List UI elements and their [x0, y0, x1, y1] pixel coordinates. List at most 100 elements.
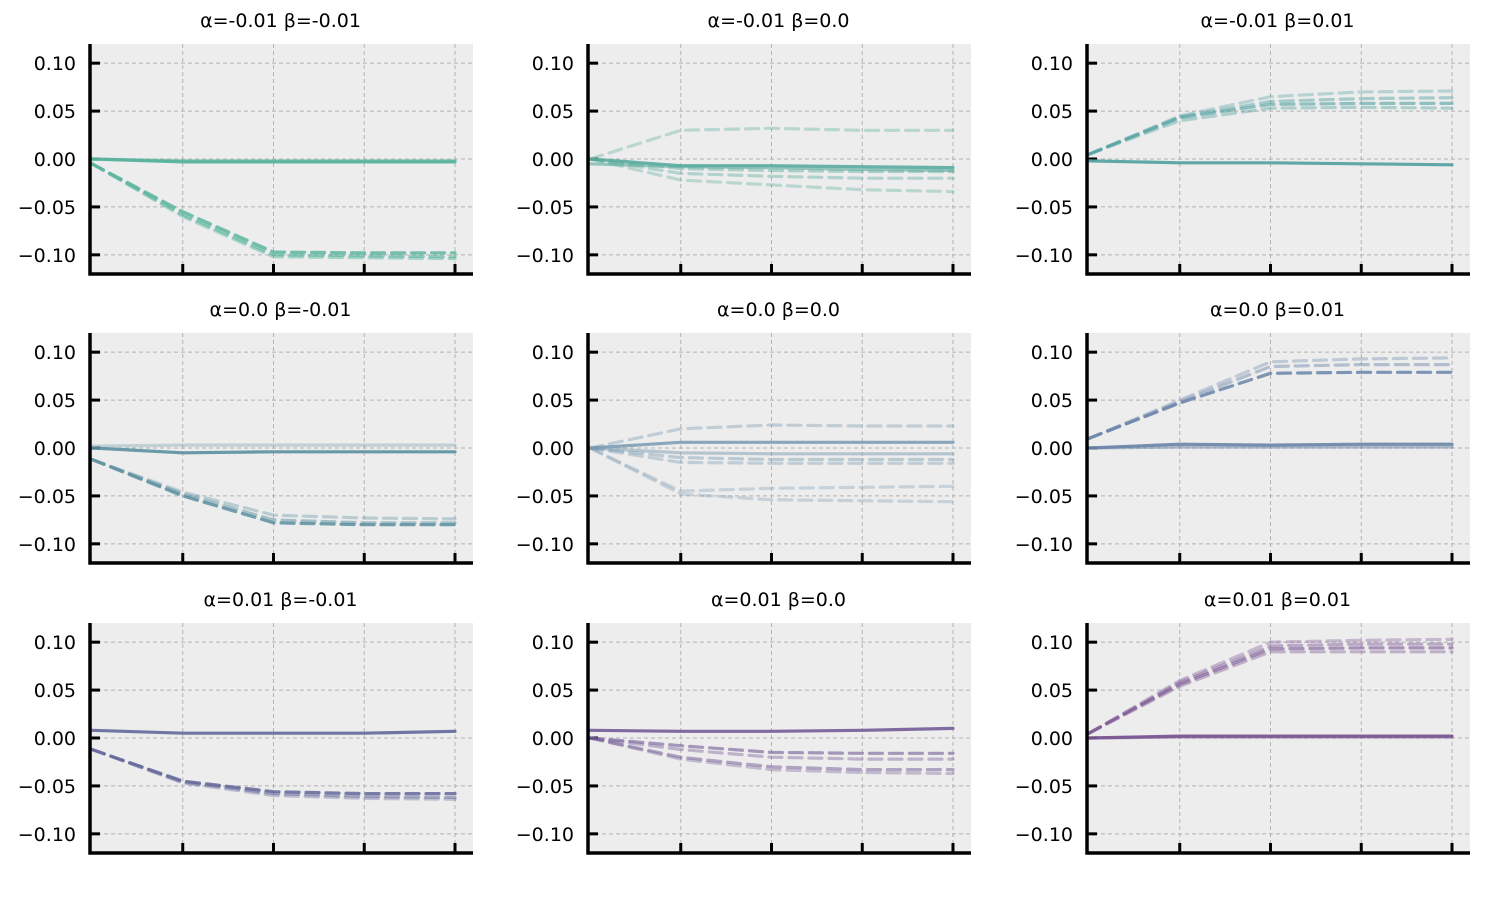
subplot-6: 0.10 0.05 0.00 −0.05 −0.10 α=0.0 β=0.01 [1015, 299, 1470, 565]
series-line-dashed-4 [1087, 105, 1454, 156]
series-line-dashed-4 [1087, 650, 1454, 735]
series-line-dashed-3 [588, 446, 955, 465]
y-tick-label: 0.00 [532, 438, 574, 460]
series-line-dashed-1 [90, 162, 457, 255]
series-line-solid-1 [588, 726, 955, 733]
series-line-dashed-4 [588, 446, 955, 493]
y-tick-label: 0.10 [1031, 53, 1073, 75]
series-line-solid-1 [588, 157, 955, 170]
subplot-4: 0.10 0.05 0.00 −0.05 −0.10 α=0.0 β=-0.01 [18, 299, 473, 565]
series-line-dashed-1 [1087, 356, 1454, 440]
series-line-dashed-3 [1087, 101, 1454, 156]
y-tick-label: 0.10 [1031, 342, 1073, 364]
series-line-dashed-1 [588, 423, 955, 450]
y-tick-label: 0.10 [532, 632, 574, 654]
y-tick-label: 0.05 [532, 680, 574, 702]
y-tick-label: 0.00 [532, 728, 574, 750]
series-line-dashed-2 [588, 736, 955, 761]
y-tick-label: 0.00 [1031, 728, 1073, 750]
subplot-title: α=-0.01 β=0.0 [708, 10, 850, 32]
y-tick-label: −0.10 [516, 534, 574, 556]
y-tick-label: −0.10 [1015, 824, 1073, 846]
subplot-title: α=0.0 β=0.0 [717, 299, 840, 321]
y-tick-label: 0.05 [34, 680, 76, 702]
series-line-dashed-2 [588, 157, 955, 174]
series-line-dashed-1 [1087, 637, 1454, 735]
y-tick-label: 0.00 [1031, 149, 1073, 171]
subplot-title: α=0.01 β=0.01 [1204, 589, 1351, 611]
y-tick-label: −0.05 [1015, 776, 1073, 798]
subplot-7: 0.10 0.05 0.00 −0.05 −0.10 α=0.01 β=-0.01 [18, 589, 473, 855]
series-line-dashed-1 [588, 736, 955, 755]
y-tick-label: 0.05 [1031, 390, 1073, 412]
series-line-dashed-2 [90, 747, 457, 800]
y-tick-label: 0.10 [34, 53, 76, 75]
y-tick-label: 0.05 [34, 101, 76, 123]
subplot-9: 0.10 0.05 0.00 −0.05 −0.10 α=0.01 β=0.01 [1015, 589, 1470, 855]
y-tick-label: 0.05 [34, 390, 76, 412]
y-tick-label: 0.00 [34, 149, 76, 171]
y-tick-label: 0.10 [532, 342, 574, 364]
y-tick-label: −0.10 [1015, 534, 1073, 556]
series-line-dashed-3 [1087, 370, 1454, 440]
subplot-3: 0.10 0.05 0.00 −0.05 −0.10 α=-0.01 β=0.01 [1015, 10, 1470, 276]
series-line-dashed-3 [588, 157, 955, 180]
series-line-dashed-3 [1087, 646, 1454, 735]
subplot-title: α=0.0 β=0.01 [1210, 299, 1345, 321]
y-tick-label: −0.05 [1015, 197, 1073, 219]
series-line-solid-2 [90, 443, 457, 448]
series-line-dashed-2 [90, 457, 457, 525]
y-tick-label: 0.10 [1031, 632, 1073, 654]
y-tick-label: −0.05 [18, 197, 76, 219]
series-line-solid-2 [588, 162, 955, 173]
y-tick-label: 0.05 [532, 101, 574, 123]
series-line-solid-2 [1087, 445, 1454, 450]
series-line-dashed-4 [588, 736, 955, 776]
subplot-title: α=-0.01 β=0.01 [1201, 10, 1355, 32]
y-tick-label: −0.10 [516, 824, 574, 846]
y-tick-label: 0.00 [34, 438, 76, 460]
y-tick-label: −0.10 [18, 245, 76, 267]
y-tick-label: 0.10 [34, 342, 76, 364]
y-tick-label: 0.10 [34, 632, 76, 654]
series-line-dashed-2 [90, 162, 457, 259]
series-line-solid-1 [90, 446, 457, 455]
series-line-solid-2 [1087, 735, 1454, 740]
series-line-dashed-3 [90, 747, 457, 801]
series-line-dashed-1 [588, 126, 955, 161]
series-line-dashed-3 [90, 162, 457, 261]
y-tick-label: 0.00 [532, 149, 574, 171]
subplot-1: 0.10 0.05 0.00 −0.05 −0.10 α=-0.01 β=-0.01 [18, 10, 473, 276]
y-tick-label: −0.05 [516, 486, 574, 508]
y-tick-label: −0.05 [18, 776, 76, 798]
series-line-solid-1 [1087, 442, 1454, 450]
y-tick-label: 0.05 [1031, 680, 1073, 702]
y-tick-label: −0.10 [1015, 245, 1073, 267]
series-line-dashed-4 [588, 157, 955, 194]
y-tick-label: −0.05 [18, 486, 76, 508]
y-tick-label: −0.10 [18, 534, 76, 556]
subplot-title: α=0.01 β=0.0 [711, 589, 846, 611]
series-line-dashed-3 [588, 736, 955, 772]
y-tick-label: 0.05 [1031, 101, 1073, 123]
y-tick-label: 0.05 [532, 390, 574, 412]
subplot-title: α=-0.01 β=-0.01 [200, 10, 361, 32]
y-tick-label: 0.00 [34, 728, 76, 750]
y-tick-label: −0.05 [516, 776, 574, 798]
series-line-solid-1 [588, 440, 955, 450]
series-line-solid-1 [1087, 159, 1454, 167]
y-tick-label: 0.00 [1031, 438, 1073, 460]
y-tick-label: −0.05 [516, 197, 574, 219]
subplot-2: 0.10 0.05 0.00 −0.05 −0.10 α=-0.01 β=0.0 [516, 10, 971, 276]
subplot-5: 0.10 0.05 0.00 −0.05 −0.10 α=0.0 β=0.0 [516, 299, 971, 565]
subplot-title: α=0.01 β=-0.01 [204, 589, 358, 611]
subplot-title: α=0.0 β=-0.01 [210, 299, 352, 321]
y-tick-label: −0.05 [1015, 486, 1073, 508]
series-line-dashed-5 [588, 446, 955, 504]
y-tick-label: −0.10 [516, 245, 574, 267]
series-line-dashed-2 [588, 446, 955, 462]
series-line-dashed-3 [90, 457, 457, 521]
y-tick-label: −0.10 [18, 824, 76, 846]
series-line-solid-2 [588, 446, 955, 456]
